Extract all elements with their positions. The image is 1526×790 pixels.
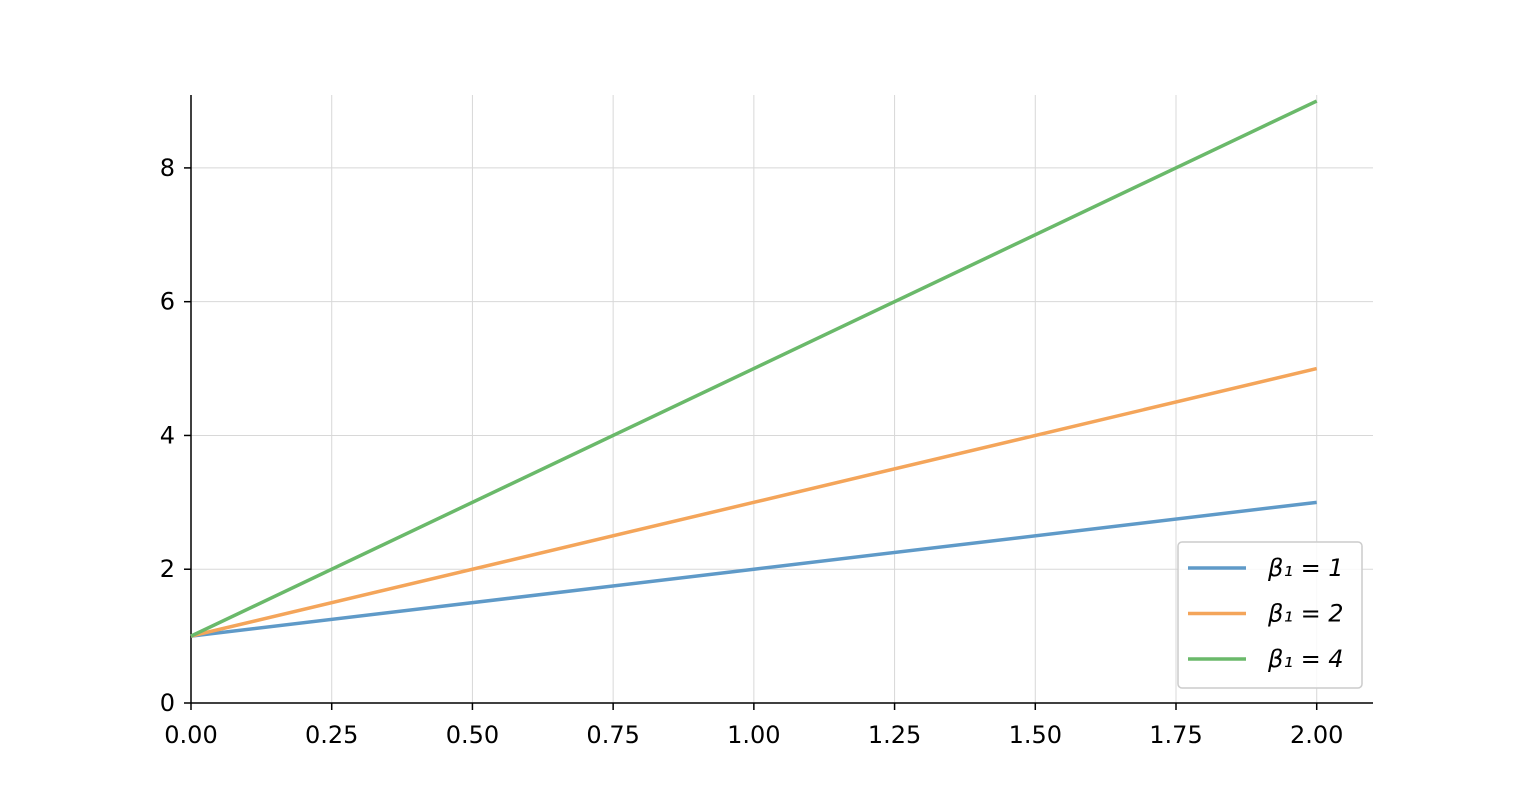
x-tick-label: 1.50: [1009, 721, 1062, 749]
y-tick-label: 8: [160, 154, 175, 182]
x-tick-label: 1.25: [868, 721, 921, 749]
series-line: [190, 99, 1318, 638]
legend-label: β₁ = 1: [1267, 554, 1344, 582]
legend-label: β₁ = 4: [1267, 645, 1344, 673]
x-tick-label: 2.00: [1290, 721, 1343, 749]
y-tick-label: 2: [160, 555, 175, 583]
y-tick-label: 4: [160, 421, 175, 449]
y-tick-label: 6: [160, 288, 175, 316]
x-tick-label: 1.00: [727, 721, 780, 749]
x-tick-label: 0.75: [586, 721, 639, 749]
series-line: [190, 500, 1317, 638]
x-tick-label: 0.50: [446, 721, 499, 749]
y-tick-label: 0: [160, 689, 175, 717]
x-tick-label: 0.00: [164, 721, 217, 749]
legend-label: β₁ = 2: [1267, 600, 1344, 628]
x-tick-label: 0.25: [305, 721, 358, 749]
series-line: [190, 366, 1318, 638]
legend-box: [1177, 541, 1363, 689]
x-tick-label: 1.75: [1149, 721, 1202, 749]
